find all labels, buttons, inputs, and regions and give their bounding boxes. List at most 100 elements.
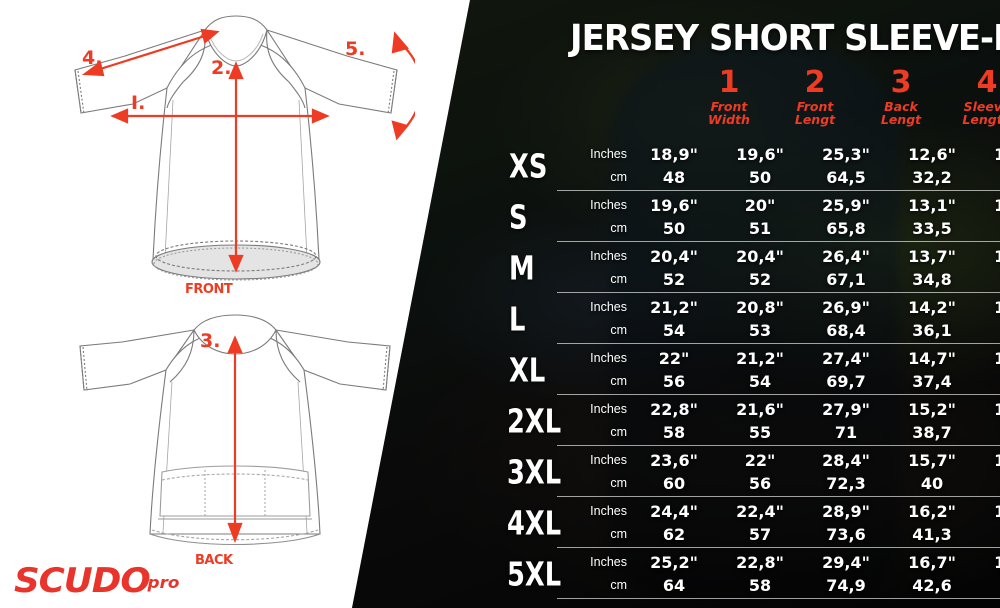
value-cell: 21,2" [650, 298, 698, 317]
value-cell: 33 [975, 270, 1000, 289]
unit-cm: cm [610, 578, 627, 592]
value-cell: 36 [975, 423, 1000, 442]
unit-inches: Inches [590, 453, 627, 467]
value-grid: 20,4" 20,4" 26,4" 13,7" 12,9" 52 52 67,1 34,8 33 [631, 245, 1000, 291]
value-cell: 35 [975, 372, 1000, 391]
column-number: 1 [718, 65, 740, 100]
cyclist-figure [610, 40, 900, 600]
front-view-caption: FRONT [185, 282, 233, 297]
value-cell: 22,8" [650, 400, 698, 419]
value-cell: 13,7" [908, 247, 956, 266]
value-cell: 29,4" [822, 553, 870, 572]
value-cell: 12,2" [994, 145, 1000, 164]
row-separator [557, 546, 1000, 548]
column-header-4: 4SleeveLength [944, 65, 1000, 127]
value-cell: 62 [662, 525, 686, 544]
table-row: 2XL Inches cm 22,8" 21,6" 27,9" 15,2" 14,1" 58 55… [505, 395, 1000, 446]
size-label: L [509, 299, 526, 338]
value-row-inches: 20,4" 20,4" 26,4" 13,7" 12,9" [631, 245, 1000, 268]
value-cell: 51 [748, 219, 772, 238]
value-cell: 15,2" [908, 400, 956, 419]
value-cell: 13,7" [994, 349, 1000, 368]
value-cell: 22,4" [736, 502, 784, 521]
value-cell: 32,2 [912, 168, 952, 187]
value-row-inches: 25,2" 22,8" 29,4" 16,7" 15,3" [631, 551, 1000, 574]
value-cell: 26,4" [822, 247, 870, 266]
column-label: Back Lengt [880, 99, 922, 127]
value-cell: 36,1 [912, 321, 952, 340]
value-cell: 41,3 [912, 525, 952, 544]
value-cell: 32 [975, 219, 1000, 238]
value-cell: 14,7" [908, 349, 956, 368]
unit-inches: Inches [590, 504, 627, 518]
unit-inches: Inches [590, 555, 627, 569]
table-row: 5XL Inches cm 25,2" 22,8" 29,4" 16,7" 15,3" 64 58… [505, 548, 1000, 599]
value-row-cm: 62 57 73,6 41,3 38 [631, 523, 1000, 546]
column-number: 3 [890, 65, 912, 100]
unit-inches: Inches [590, 300, 627, 314]
column-label: SleeveLength [962, 99, 1000, 127]
value-row-cm: 58 55 71 38,7 36 [631, 421, 1000, 444]
value-cell: 13,3" [994, 298, 1000, 317]
value-cell: 73,6 [826, 525, 866, 544]
table-row: S Inches cm 19,6" 20" 25,9" 13,1" 12,5" 50 51 65,8… [505, 191, 1000, 242]
value-cell: 33,5 [912, 219, 952, 238]
value-cell: 19,6" [736, 145, 784, 164]
value-grid: 22" 21,2" 27,4" 14,7" 13,7" 56 54 69,7 37,4 35 [631, 347, 1000, 393]
unit-cm: cm [610, 170, 627, 184]
value-cell: 68,4 [826, 321, 866, 340]
unit-cm: cm [610, 221, 627, 235]
value-cell: 23,6" [650, 451, 698, 470]
size-label: 4XL [507, 503, 562, 542]
row-separator [557, 291, 1000, 293]
column-label: Front Lengt [794, 99, 836, 127]
value-cell: 20" [744, 196, 776, 215]
unit-column: Inches cm [573, 449, 627, 495]
column-label: Front Width [708, 99, 750, 127]
value-cell: 12,9" [994, 247, 1000, 266]
size-label: S [509, 197, 528, 236]
value-cell: 71 [834, 423, 858, 442]
measure-marker-1: I. [131, 92, 146, 114]
unit-cm: cm [610, 425, 627, 439]
column-number: 4 [976, 65, 998, 100]
size-label: XL [509, 350, 546, 389]
value-grid: 25,2" 22,8" 29,4" 16,7" 15,3" 64 58 74,9 42,6 39 [631, 551, 1000, 597]
unit-inches: Inches [590, 351, 627, 365]
column-header-1: 1 Front Width [686, 65, 772, 127]
value-grid: 18,9" 19,6" 25,3" 12,6" 12,2" 48 50 64,5 32,2 31 [631, 143, 1000, 189]
value-cell: 54 [662, 321, 686, 340]
table-row: 4XL Inches cm 24,4" 22,4" 28,9" 16,2" 14,9" 62 57… [505, 497, 1000, 548]
unit-cm: cm [610, 374, 627, 388]
value-row-inches: 21,2" 20,8" 26,9" 14,2" 13,3" [631, 296, 1000, 319]
value-cell: 39 [975, 576, 1000, 595]
table-row: M Inches cm 20,4" 20,4" 26,4" 13,7" 12,9" 52 52 67… [505, 242, 1000, 293]
jersey-front-diagram [74, 15, 415, 281]
value-cell: 16,2" [908, 502, 956, 521]
unit-inches: Inches [590, 249, 627, 263]
value-row-inches: 19,6" 20" 25,9" 13,1" 12,5" [631, 194, 1000, 217]
value-grid: 21,2" 20,8" 26,9" 14,2" 13,3" 54 53 68,4 36,1 34 [631, 296, 1000, 342]
unit-cm: cm [610, 527, 627, 541]
unit-cm: cm [610, 476, 627, 490]
value-cell: 15,3" [994, 553, 1000, 572]
row-separator [557, 189, 1000, 191]
value-cell: 65,8 [826, 219, 866, 238]
value-cell: 74,9 [826, 576, 866, 595]
value-cell: 34 [975, 321, 1000, 340]
jersey-back-diagram [79, 314, 391, 546]
value-grid: 24,4" 22,4" 28,9" 16,2" 14,9" 62 57 73,6 41,3 38 [631, 500, 1000, 546]
row-separator [557, 393, 1000, 395]
value-cell: 37 [975, 474, 1000, 493]
value-cell: 56 [662, 372, 686, 391]
value-cell: 38,7 [912, 423, 952, 442]
value-cell: 14,5" [994, 451, 1000, 470]
value-cell: 52 [748, 270, 772, 289]
value-cell: 54 [748, 372, 772, 391]
value-cell: 26,9" [822, 298, 870, 317]
value-cell: 57 [748, 525, 772, 544]
value-cell: 52 [662, 270, 686, 289]
value-row-inches: 22" 21,2" 27,4" 14,7" 13,7" [631, 347, 1000, 370]
value-row-cm: 64 58 74,9 42,6 39 [631, 574, 1000, 597]
